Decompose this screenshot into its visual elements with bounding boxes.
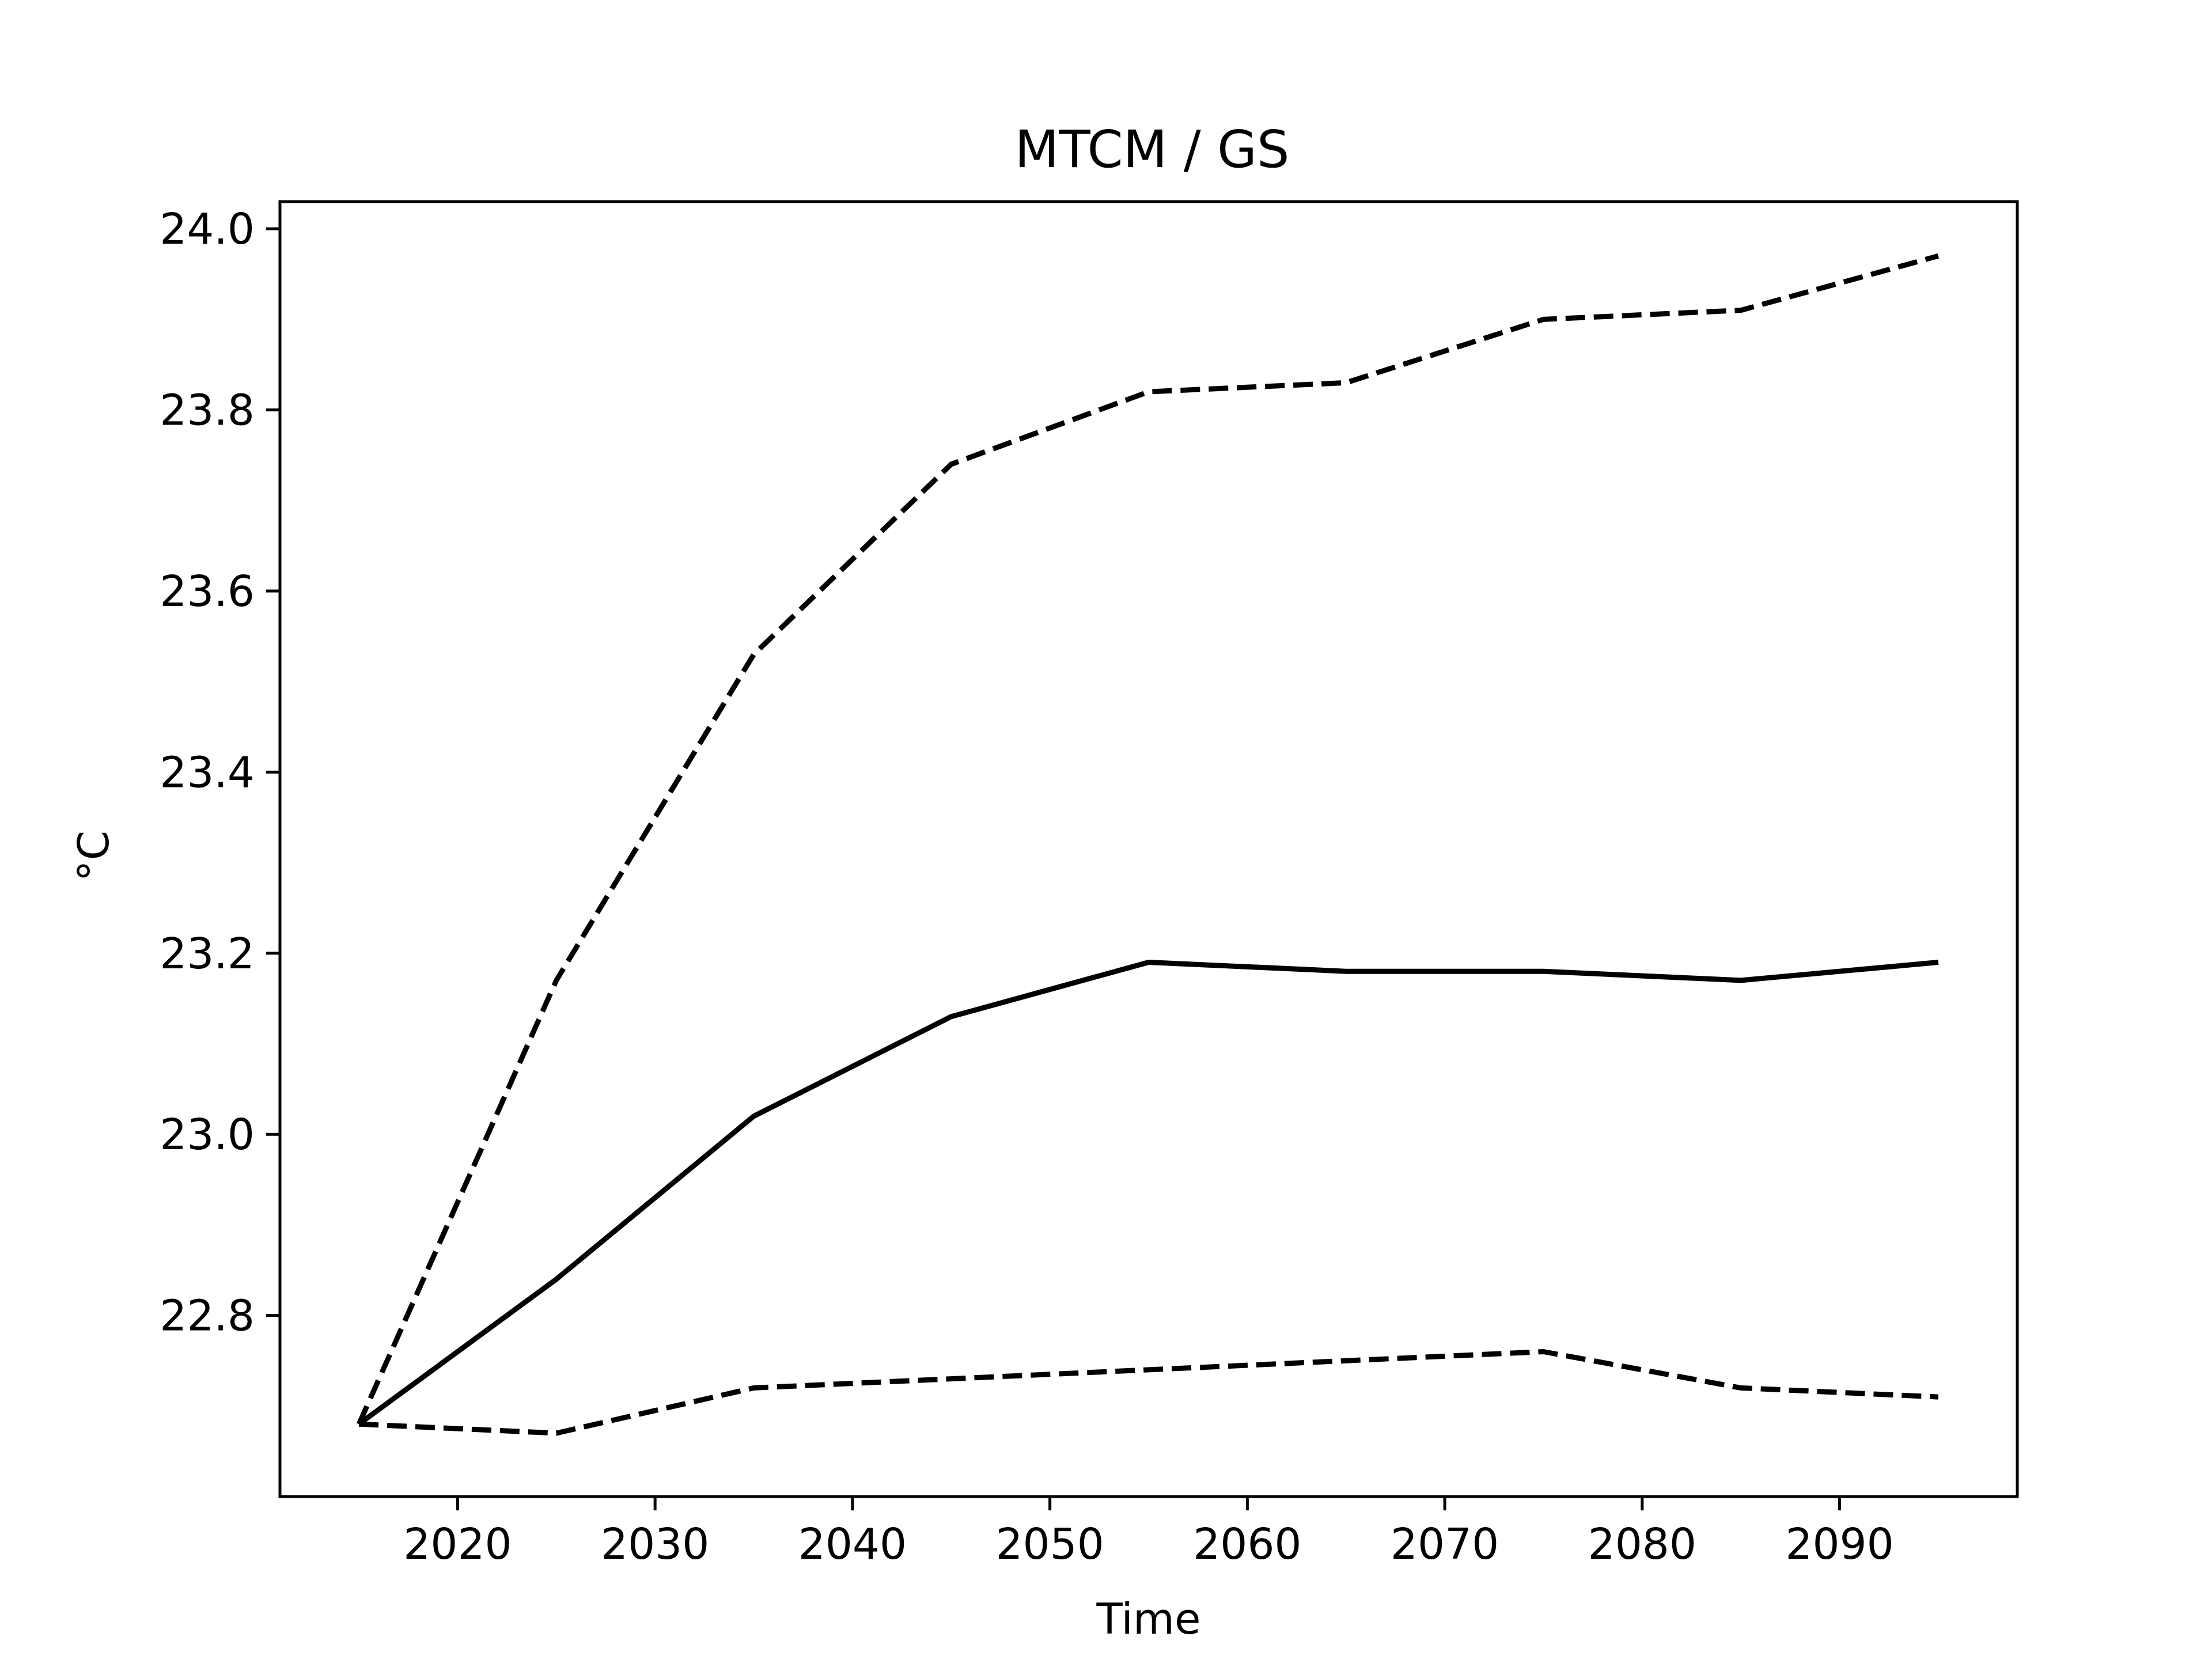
y-tick-label: 23.4 [160,748,255,797]
series-line-3 [358,1349,1939,1436]
x-axis: 2020 2030 2040 2050 2060 2070 2080 2090 [403,1497,1894,1569]
chart-title: MTCM / GS [1015,119,1290,179]
y-tick-label: 23.6 [160,567,255,616]
plot-area [356,253,1940,1436]
y-axis: 22.8 23.0 23.2 23.4 23.6 23.8 24.0 [160,204,280,1341]
y-tick-label: 24.0 [160,204,255,254]
y-tick-label: 22.8 [160,1291,255,1341]
x-tick-label: 2030 [601,1520,709,1569]
y-axis-label: °C [69,831,119,882]
x-tick-label: 2040 [798,1520,907,1569]
x-tick-label: 2070 [1391,1520,1499,1569]
axes-frame [278,200,2019,1498]
y-tick-label: 23.0 [160,1110,255,1160]
x-axis-label: Time [1096,1594,1200,1644]
x-tick-label: 2060 [1193,1520,1301,1569]
y-tick-label: 23.8 [160,386,255,435]
series-line-1 [357,960,1939,1426]
x-tick-label: 2080 [1588,1520,1696,1569]
x-tick-label: 2050 [995,1520,1104,1569]
x-tick-label: 2020 [403,1520,512,1569]
x-tick-label: 2090 [1785,1520,1893,1569]
y-tick-label: 23.2 [160,929,255,979]
